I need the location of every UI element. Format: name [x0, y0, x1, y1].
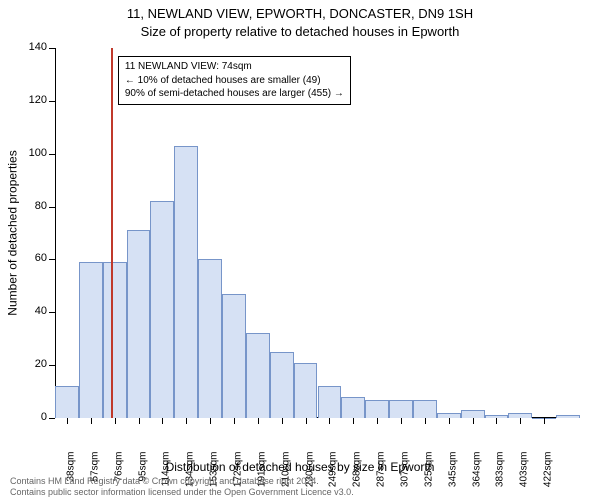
x-tick [91, 418, 92, 424]
histogram-bar [365, 400, 389, 419]
x-tick [210, 418, 211, 424]
x-tick [425, 418, 426, 424]
x-tick [186, 418, 187, 424]
histogram-bar [55, 386, 79, 418]
footer-line-1: Contains HM Land Registry data © Crown c… [10, 476, 354, 487]
x-tick-label: 364sqm [471, 452, 482, 498]
y-tick-label: 20 [19, 358, 47, 370]
x-tick [258, 418, 259, 424]
x-tick [306, 418, 307, 424]
y-tick [49, 154, 55, 155]
x-tick [67, 418, 68, 424]
histogram-bar [150, 201, 174, 418]
plot-area: 02040608010012014038sqm57sqm76sqm95sqm11… [55, 48, 580, 418]
x-tick [353, 418, 354, 424]
footer-line-2: Contains public sector information licen… [10, 487, 354, 498]
x-tick-label: 307sqm [400, 452, 411, 498]
histogram-bar [389, 400, 413, 419]
histogram-bar [318, 386, 342, 418]
chart-title-main: 11, NEWLAND VIEW, EPWORTH, DONCASTER, DN… [0, 6, 600, 21]
x-tick [520, 418, 521, 424]
y-tick-label: 40 [19, 305, 47, 317]
y-tick [49, 101, 55, 102]
histogram-bar [341, 397, 365, 418]
y-tick [49, 312, 55, 313]
histogram-bar [246, 333, 270, 418]
x-tick [496, 418, 497, 424]
histogram-bar [270, 352, 294, 418]
histogram-bar [222, 294, 246, 418]
y-tick [49, 418, 55, 419]
x-tick [115, 418, 116, 424]
plot-inner: 02040608010012014038sqm57sqm76sqm95sqm11… [55, 48, 580, 418]
x-tick [139, 418, 140, 424]
y-tick-label: 80 [19, 200, 47, 212]
property-marker-line [111, 48, 113, 418]
chart-footer: Contains HM Land Registry data © Crown c… [10, 476, 354, 499]
histogram-bar [174, 146, 198, 418]
histogram-bar [79, 262, 103, 418]
annotation-line-1: 11 NEWLAND VIEW: 74sqm [125, 60, 344, 74]
y-tick-label: 140 [19, 41, 47, 53]
annotation-line-3: 90% of semi-detached houses are larger (… [125, 87, 344, 101]
y-tick [49, 259, 55, 260]
x-tick-label: 287sqm [376, 452, 387, 498]
x-axis-title: Distribution of detached houses by size … [0, 460, 600, 474]
y-axis-line [55, 48, 56, 418]
histogram-bar [461, 410, 485, 418]
histogram-bar [198, 259, 222, 418]
histogram-bar [103, 262, 127, 418]
x-tick [449, 418, 450, 424]
annotation-line-2: ← 10% of detached houses are smaller (49… [125, 74, 344, 88]
histogram-bar [413, 400, 437, 419]
x-tick-label: 345sqm [447, 452, 458, 498]
histogram-bar [556, 415, 580, 418]
x-tick [544, 418, 545, 424]
x-tick-label: 422sqm [543, 452, 554, 498]
x-tick [473, 418, 474, 424]
x-tick [234, 418, 235, 424]
x-tick [329, 418, 330, 424]
y-tick-label: 100 [19, 147, 47, 159]
y-tick [49, 207, 55, 208]
y-tick-label: 60 [19, 252, 47, 264]
x-tick [401, 418, 402, 424]
x-tick [162, 418, 163, 424]
chart-container: 11, NEWLAND VIEW, EPWORTH, DONCASTER, DN… [0, 0, 600, 500]
histogram-bar [127, 230, 151, 418]
y-tick [49, 48, 55, 49]
x-tick-label: 403sqm [519, 452, 530, 498]
y-axis-title: Number of detached properties [6, 48, 20, 418]
y-tick-label: 120 [19, 94, 47, 106]
histogram-bar [294, 363, 318, 419]
y-tick [49, 365, 55, 366]
x-tick [282, 418, 283, 424]
x-tick-label: 383sqm [495, 452, 506, 498]
x-tick [377, 418, 378, 424]
y-tick-label: 0 [19, 411, 47, 423]
x-tick-label: 325sqm [423, 452, 434, 498]
chart-title-sub: Size of property relative to detached ho… [0, 24, 600, 39]
annotation-box: 11 NEWLAND VIEW: 74sqm← 10% of detached … [118, 56, 351, 105]
